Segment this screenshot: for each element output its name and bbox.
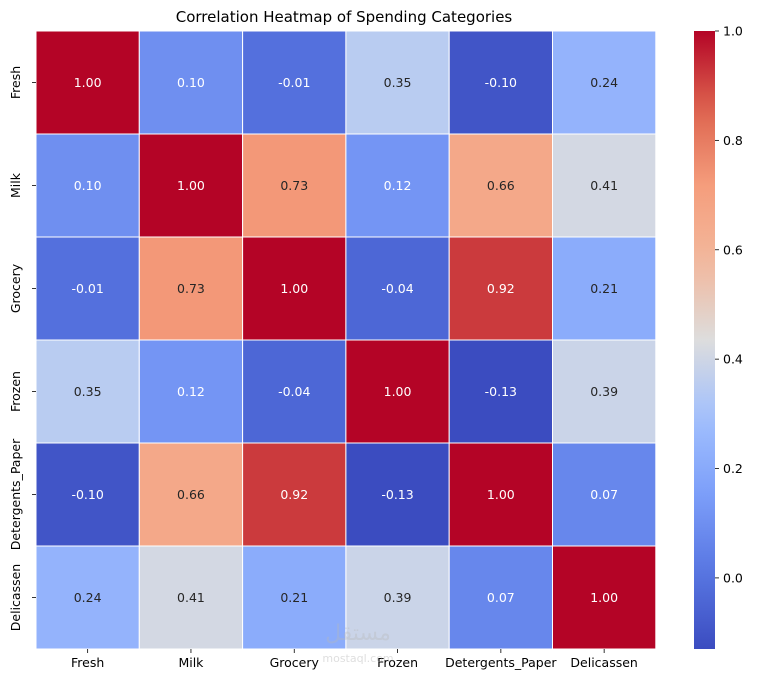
cell-value-label: 0.21 bbox=[590, 281, 618, 296]
colorbar-tick-label: 1.0 bbox=[723, 24, 743, 39]
colorbar-tick-label: 0.4 bbox=[723, 352, 743, 367]
x-tick-label: Milk bbox=[178, 655, 204, 670]
chart-title: Correlation Heatmap of Spending Categori… bbox=[176, 8, 513, 26]
cell-value-label: 0.35 bbox=[74, 384, 102, 399]
x-axis: Fresh Milk Grocery Frozen Detergents_Paper De… bbox=[71, 649, 638, 670]
cell-value-label: 0.10 bbox=[177, 75, 205, 90]
cell-value-label: 0.92 bbox=[487, 281, 515, 296]
cell-value-label: 0.41 bbox=[590, 178, 618, 193]
heatmap-cell bbox=[448, 545, 554, 650]
watermark-text: مستقل bbox=[325, 621, 391, 646]
cell-value-label: 0.41 bbox=[177, 590, 205, 605]
heatmap-cell bbox=[35, 545, 140, 650]
cell-value-label: 0.07 bbox=[487, 590, 515, 605]
heatmap-cell bbox=[138, 30, 244, 135]
heatmap-cell bbox=[552, 545, 657, 650]
cell-value-label: 1.00 bbox=[74, 75, 102, 90]
x-tick-label: Grocery bbox=[270, 655, 320, 670]
heatmap-annotations: 1.00 0.10 -0.01 0.35 -0.10 0.24 0.10 1.00 0.73 0.… bbox=[71, 75, 618, 605]
heatmap-cell bbox=[242, 339, 347, 444]
cell-value-label: 1.00 bbox=[384, 384, 412, 399]
y-tick-label: Milk bbox=[8, 172, 23, 198]
cell-value-label: 0.21 bbox=[280, 590, 308, 605]
cell-value-label: 0.24 bbox=[74, 590, 102, 605]
cell-value-label: -0.01 bbox=[278, 75, 310, 90]
cell-value-label: 0.10 bbox=[74, 178, 102, 193]
x-tick-label: Detergents_Paper bbox=[445, 655, 557, 670]
heatmap-cell bbox=[552, 442, 657, 547]
heatmap-cell bbox=[35, 30, 140, 135]
cell-value-label: 0.39 bbox=[590, 384, 618, 399]
y-tick-label: Detergents_Paper bbox=[8, 438, 23, 550]
heatmap-cell bbox=[35, 442, 140, 547]
cell-value-label: 0.66 bbox=[177, 487, 205, 502]
cell-value-label: 0.39 bbox=[384, 590, 412, 605]
cell-value-label: 0.12 bbox=[384, 178, 412, 193]
cell-value-label: -0.04 bbox=[278, 384, 310, 399]
y-tick-label: Delicassen bbox=[8, 564, 23, 631]
heatmap-cell bbox=[552, 30, 657, 135]
heatmap-cell bbox=[552, 339, 657, 444]
cell-value-label: 0.07 bbox=[590, 487, 618, 502]
cell-value-label: 0.92 bbox=[280, 487, 308, 502]
heatmap-cell bbox=[35, 236, 140, 341]
cell-value-label: 0.73 bbox=[280, 178, 308, 193]
watermark-subtext: mostaql.com bbox=[322, 652, 393, 665]
cell-value-label: 0.24 bbox=[590, 75, 618, 90]
heatmap-cell bbox=[448, 236, 554, 341]
colorbar-tick-label: 0.2 bbox=[723, 461, 743, 476]
heatmap-cell bbox=[345, 339, 450, 444]
heatmap-cell bbox=[242, 30, 347, 135]
heatmap-cell bbox=[448, 30, 554, 135]
y-tick-label: Frozen bbox=[8, 371, 23, 412]
heatmap-cell bbox=[35, 339, 140, 444]
cell-value-label: -0.01 bbox=[71, 281, 103, 296]
y-tick-label: Fresh bbox=[8, 66, 23, 99]
x-tick-label: Frozen bbox=[377, 655, 418, 670]
cell-value-label: 1.00 bbox=[590, 590, 618, 605]
cell-value-label: 0.73 bbox=[177, 281, 205, 296]
y-axis: Fresh Milk Grocery Frozen Detergents_Paper De… bbox=[8, 66, 36, 631]
heatmap-cell bbox=[242, 442, 347, 547]
heatmap-cell bbox=[345, 442, 450, 547]
heatmap-cell bbox=[552, 236, 657, 341]
colorbar-tick-label: 0.0 bbox=[723, 570, 743, 585]
heatmap-cell bbox=[242, 236, 347, 341]
heatmap-cell bbox=[138, 339, 244, 444]
x-tick-label: Fresh bbox=[71, 655, 104, 670]
x-tick-label: Delicassen bbox=[570, 655, 637, 670]
cell-value-label: 0.12 bbox=[177, 384, 205, 399]
cell-value-label: -0.13 bbox=[485, 384, 517, 399]
colorbar-tick-label: 0.6 bbox=[723, 242, 743, 257]
heatmap-cell bbox=[138, 236, 244, 341]
heatmap-cell bbox=[345, 133, 450, 238]
cell-value-label: 0.35 bbox=[384, 75, 412, 90]
heatmap-cell bbox=[552, 133, 657, 238]
heatmap-cells bbox=[35, 30, 657, 650]
heatmap-cell bbox=[138, 133, 244, 238]
cell-value-label: 1.00 bbox=[487, 487, 515, 502]
cell-value-label: 1.00 bbox=[177, 178, 205, 193]
cell-value-label: 1.00 bbox=[280, 281, 308, 296]
heatmap-cell bbox=[448, 442, 554, 547]
cell-value-label: 0.66 bbox=[487, 178, 515, 193]
heatmap-cell bbox=[345, 30, 450, 135]
watermark-logo: مستقل mostaql.com bbox=[322, 621, 393, 665]
heatmap-cell bbox=[448, 339, 554, 444]
heatmap-cell bbox=[345, 236, 450, 341]
cell-value-label: -0.13 bbox=[381, 487, 413, 502]
cell-value-label: -0.04 bbox=[381, 281, 413, 296]
cell-value-label: -0.10 bbox=[71, 487, 103, 502]
y-tick-label: Grocery bbox=[8, 263, 23, 313]
colorbar-tick-label: 0.8 bbox=[723, 133, 743, 148]
colorbar-gradient bbox=[694, 31, 715, 649]
colorbar: 0.0 0.2 0.4 0.6 0.8 1.0 bbox=[694, 24, 743, 649]
cell-value-label: -0.10 bbox=[485, 75, 517, 90]
